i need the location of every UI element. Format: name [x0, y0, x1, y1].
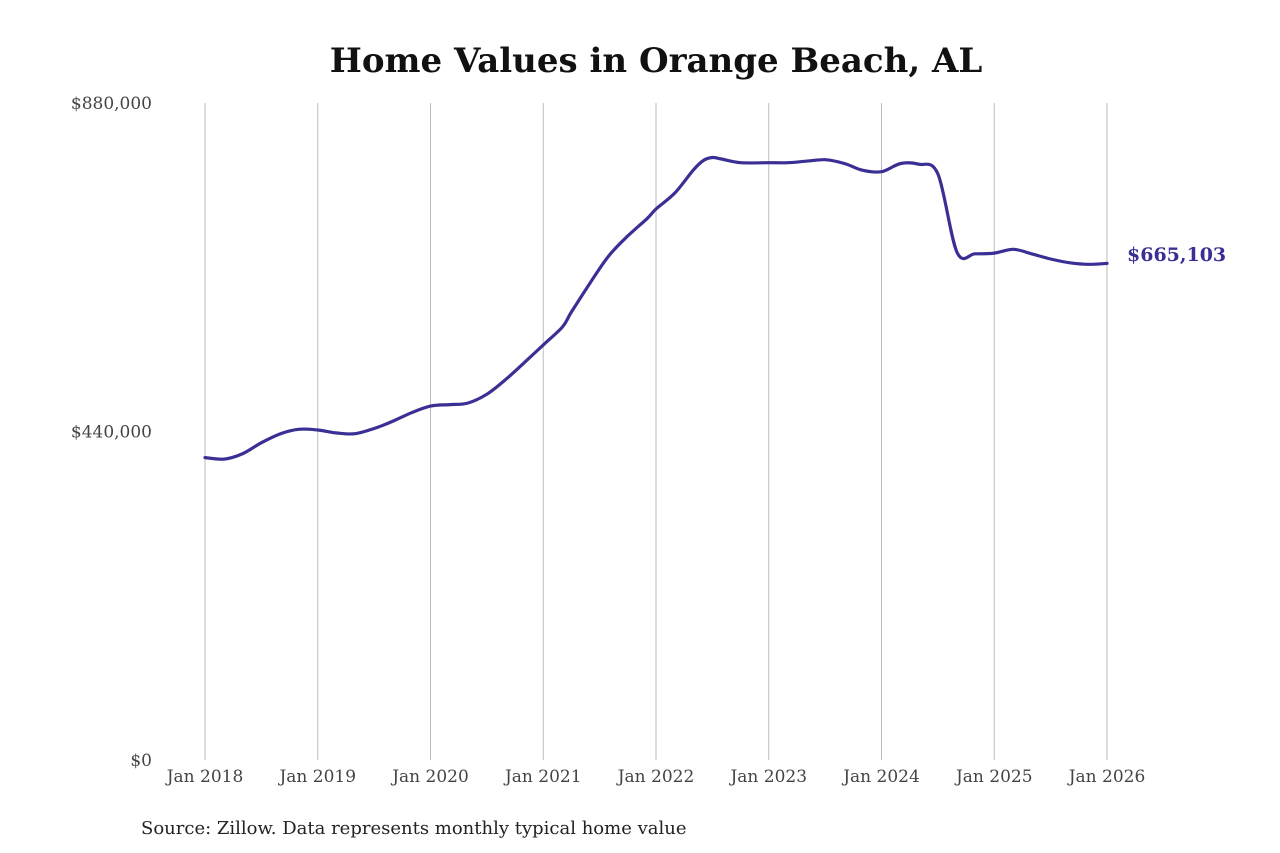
x-tick-label: Jan 2020: [390, 767, 469, 787]
chart-title: Home Values in Orange Beach, AL: [330, 41, 983, 81]
x-tick-label: Jan 2023: [728, 767, 807, 787]
y-tick-label: $880,000: [71, 94, 152, 114]
x-tick-label: Jan 2021: [503, 767, 582, 787]
grid-lines: [204, 103, 1108, 760]
end-value-label: $665,103: [1127, 244, 1226, 266]
series-line-home-value: [203, 155, 1109, 461]
x-tick-label: Jan 2025: [954, 767, 1033, 787]
x-tick-label: Jan 2018: [165, 767, 244, 787]
x-tick-label: Jan 2019: [277, 767, 356, 787]
y-tick-label: $0: [130, 751, 152, 771]
y-tick-label: $440,000: [71, 423, 152, 443]
x-tick-label: Jan 2026: [1067, 767, 1146, 787]
y-axis-ticks: $0 $440,000 $880,000: [71, 94, 152, 771]
x-tick-label: Jan 2024: [841, 767, 920, 787]
x-axis-ticks: Jan 2018 Jan 2019 Jan 2020 Jan 2021 Jan 2022…: [165, 767, 1146, 787]
x-tick-label: Jan 2022: [616, 767, 695, 787]
source-note: Source: Zillow. Data represents monthly …: [141, 818, 687, 839]
